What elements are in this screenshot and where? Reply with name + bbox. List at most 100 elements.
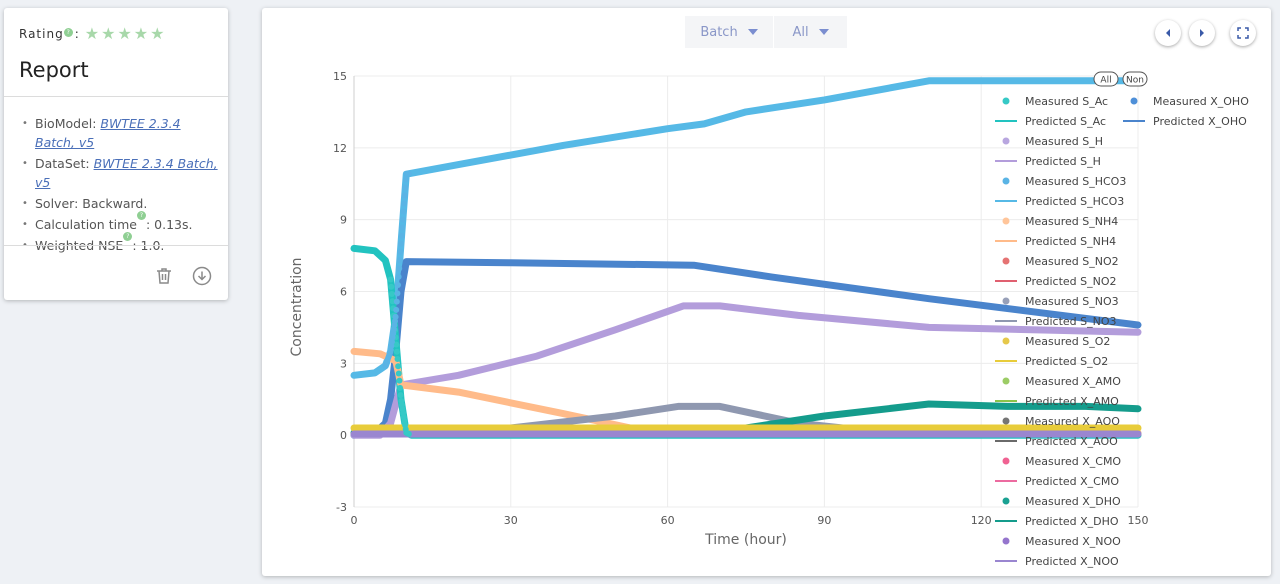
x-tick-label: 150 <box>1128 514 1149 527</box>
data-point <box>402 176 409 183</box>
chevron-left-icon <box>1166 29 1170 37</box>
legend-entry[interactable]: Predicted X_DHO <box>1025 515 1119 528</box>
legend-marker <box>1002 377 1010 385</box>
legend-entry[interactable]: Predicted X_NOO <box>1025 555 1119 568</box>
legend-entry[interactable]: Measured X_OHO <box>1153 95 1249 108</box>
help-icon[interactable]: ? <box>123 232 133 241</box>
previous-button[interactable] <box>1155 20 1181 46</box>
legend-entry[interactable]: Predicted S_NO2 <box>1025 275 1117 288</box>
series-line <box>350 302 1142 439</box>
data-point <box>393 341 400 348</box>
download-icon[interactable] <box>192 266 212 286</box>
dataset-link[interactable]: BWTEE 2.3.4 Batch, v5 <box>35 156 218 190</box>
data-point <box>402 184 409 191</box>
next-button[interactable] <box>1189 20 1215 46</box>
legend-entry[interactable]: Predicted X_CMO <box>1025 475 1119 488</box>
y-tick-label: 12 <box>333 142 347 155</box>
data-point <box>395 370 402 377</box>
legend-toggle-button[interactable] <box>1122 71 1148 87</box>
data-point <box>395 282 402 289</box>
x-tick-label: 30 <box>504 514 518 527</box>
star-icon[interactable]: ★ <box>117 24 132 43</box>
legend-marker <box>1002 457 1010 465</box>
legend-entry[interactable]: Measured S_NO3 <box>1025 295 1119 308</box>
legend-marker <box>1002 97 1010 105</box>
legend-toggle-label: All <box>1100 76 1111 86</box>
legend-entry[interactable]: Predicted S_Ac <box>1025 115 1106 128</box>
all-select[interactable]: All <box>774 16 847 48</box>
chevron-down-icon <box>818 29 829 35</box>
y-tick-label: 15 <box>333 70 347 83</box>
legend-entry[interactable]: Measured X_AMO <box>1025 375 1121 388</box>
legend-marker <box>1002 257 1010 265</box>
legend-entry[interactable]: Predicted X_OHO <box>1153 115 1247 128</box>
batch-select-label: Batch <box>700 24 738 40</box>
data-point <box>401 200 408 207</box>
legend-entry[interactable]: Measured S_O2 <box>1025 335 1110 348</box>
biomodel-link[interactable]: BWTEE 2.3.4 Batch, v5 <box>35 116 181 150</box>
legend-entry[interactable]: Measured S_H <box>1025 135 1103 148</box>
x-tick-label: 60 <box>661 514 675 527</box>
help-icon[interactable]: ? <box>63 27 73 37</box>
biomodel-item: BioModel: BWTEE 2.3.4 Batch, v5 <box>19 114 219 152</box>
data-point <box>397 384 404 391</box>
data-point <box>405 430 412 437</box>
card-actions <box>154 266 212 286</box>
data-point <box>399 224 406 231</box>
data-point <box>397 392 404 399</box>
legend-entry[interactable]: Predicted S_H <box>1025 155 1101 168</box>
chevron-right-icon <box>1200 29 1204 37</box>
x-tick-label: 0 <box>351 514 358 527</box>
legend-entry[interactable]: Measured X_CMO <box>1025 455 1121 468</box>
legend-entry[interactable]: Predicted X_AOO <box>1025 435 1118 448</box>
fullscreen-button[interactable] <box>1230 20 1256 46</box>
batch-select[interactable]: Batch <box>685 16 773 48</box>
data-point <box>392 313 399 320</box>
legend-toggle-button[interactable] <box>1093 71 1119 87</box>
delete-icon[interactable] <box>154 266 174 286</box>
legend-entry[interactable]: Predicted S_NH4 <box>1025 235 1116 248</box>
help-icon[interactable]: ? <box>136 211 146 220</box>
data-point <box>393 298 400 305</box>
y-tick-label: 6 <box>340 286 347 299</box>
legend-entry[interactable]: Measured X_NOO <box>1025 535 1121 548</box>
legend-entry[interactable]: Measured S_NO2 <box>1025 255 1119 268</box>
legend-entry[interactable]: Measured X_AOO <box>1025 415 1120 428</box>
legend-entry[interactable]: Predicted S_NO3 <box>1025 315 1117 328</box>
legend-marker <box>1002 337 1010 345</box>
legend-marker <box>1002 177 1010 185</box>
legend-entry[interactable]: Measured X_DHO <box>1025 495 1121 508</box>
data-point <box>397 248 404 255</box>
x-tick-label: 120 <box>971 514 992 527</box>
data-point <box>395 273 402 280</box>
x-tick-label: 90 <box>817 514 831 527</box>
divider <box>4 96 228 97</box>
data-point <box>388 290 395 297</box>
data-point <box>387 276 394 283</box>
legend-entry[interactable]: Predicted X_AMO <box>1025 395 1119 408</box>
legend-marker <box>1002 537 1010 545</box>
report-title: Report <box>19 58 89 82</box>
rating-stars[interactable]: ★ ★ ★ ★ ★ <box>85 26 165 42</box>
y-tick-label: 0 <box>340 429 347 442</box>
legend-marker <box>1002 217 1010 225</box>
data-point <box>395 363 402 370</box>
legend-entry[interactable]: Predicted S_HCO3 <box>1025 195 1124 208</box>
data-point <box>389 298 396 305</box>
data-point <box>396 377 403 384</box>
report-info-list: BioModel: BWTEE 2.3.4 Batch, v5 DataSet:… <box>19 114 219 257</box>
legend-entry[interactable]: Predicted S_O2 <box>1025 355 1108 368</box>
divider <box>4 245 228 246</box>
report-card: Rating ? : ★ ★ ★ ★ ★ Report BioModel: BW… <box>4 8 228 300</box>
rating-row: Rating ? : ★ ★ ★ ★ ★ <box>19 22 164 46</box>
data-point <box>394 290 401 297</box>
legend-entry[interactable]: Measured S_NH4 <box>1025 215 1118 228</box>
data-point <box>400 208 407 215</box>
star-icon[interactable]: ★ <box>133 24 149 43</box>
legend-marker <box>1002 417 1010 425</box>
star-icon[interactable]: ★ <box>101 24 116 43</box>
legend-entry[interactable]: Measured S_Ac <box>1025 95 1108 108</box>
star-icon[interactable]: ★ <box>150 24 165 43</box>
star-icon[interactable]: ★ <box>84 24 100 43</box>
legend-entry[interactable]: Measured S_HCO3 <box>1025 175 1126 188</box>
